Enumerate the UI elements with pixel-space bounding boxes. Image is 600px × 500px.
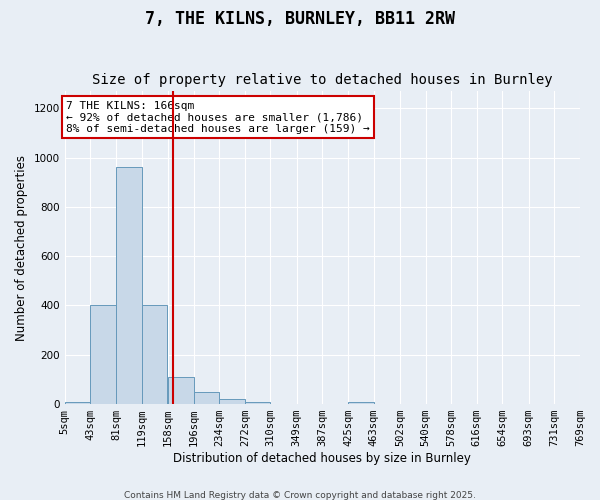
X-axis label: Distribution of detached houses by size in Burnley: Distribution of detached houses by size …	[173, 452, 471, 465]
Text: 7, THE KILNS, BURNLEY, BB11 2RW: 7, THE KILNS, BURNLEY, BB11 2RW	[145, 10, 455, 28]
Bar	[142, 306, 167, 404]
Bar	[348, 402, 374, 404]
Bar	[168, 377, 193, 404]
Bar	[245, 402, 271, 404]
Y-axis label: Number of detached properties: Number of detached properties	[15, 154, 28, 340]
Bar	[116, 168, 142, 404]
Bar	[65, 402, 90, 404]
Bar	[90, 306, 116, 404]
Text: 7 THE KILNS: 166sqm
← 92% of detached houses are smaller (1,786)
8% of semi-deta: 7 THE KILNS: 166sqm ← 92% of detached ho…	[66, 101, 370, 134]
Bar	[193, 392, 219, 404]
Title: Size of property relative to detached houses in Burnley: Size of property relative to detached ho…	[92, 73, 553, 87]
Bar	[219, 399, 245, 404]
Text: Contains HM Land Registry data © Crown copyright and database right 2025.: Contains HM Land Registry data © Crown c…	[124, 490, 476, 500]
